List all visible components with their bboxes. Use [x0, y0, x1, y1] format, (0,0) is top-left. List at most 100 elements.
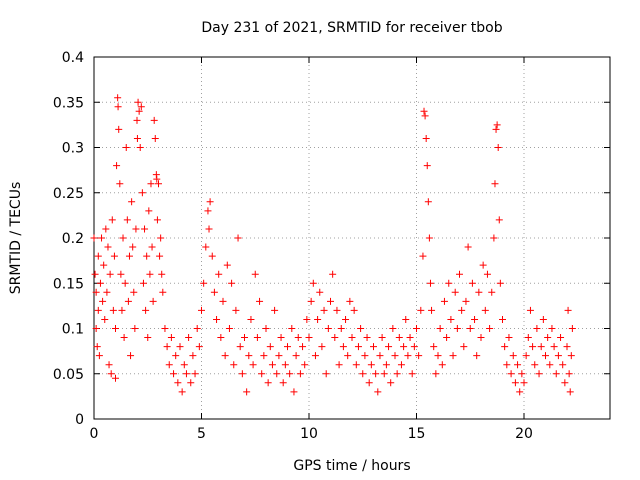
data-point: [120, 334, 128, 342]
data-point: [234, 234, 242, 242]
data-point: [182, 370, 190, 378]
data-point: [268, 361, 276, 369]
data-point: [202, 243, 210, 251]
data-point: [161, 325, 169, 332]
data-point: [102, 225, 110, 233]
data-point: [174, 379, 182, 387]
data-point: [402, 315, 410, 323]
data-point: [365, 379, 373, 387]
data-point: [223, 261, 231, 269]
data-point: [189, 352, 197, 360]
data-point: [415, 352, 423, 360]
data-point: [139, 279, 147, 287]
data-point: [142, 306, 150, 314]
data-point: [156, 252, 164, 260]
data-point: [387, 379, 395, 387]
data-point: [290, 388, 298, 396]
data-point: [370, 343, 377, 351]
data-point: [92, 325, 100, 332]
data-point: [491, 180, 499, 188]
data-point: [151, 134, 159, 142]
data-point: [493, 121, 501, 129]
data-point: [100, 261, 108, 269]
y-tick-label: 0.25: [53, 186, 84, 202]
data-point: [299, 343, 307, 351]
data-point: [262, 325, 270, 332]
data-point: [141, 225, 149, 233]
data-point: [514, 361, 522, 369]
data-point: [339, 343, 347, 351]
data-point: [563, 343, 571, 351]
data-point: [417, 306, 425, 314]
data-point: [382, 361, 390, 369]
data-point: [107, 370, 115, 378]
data-point: [219, 297, 227, 305]
data-point: [271, 306, 279, 314]
y-tick-label: 0.35: [53, 95, 84, 111]
data-point: [134, 98, 142, 106]
data-point: [286, 370, 294, 378]
data-point: [426, 279, 434, 287]
data-point: [419, 252, 427, 260]
data-point: [443, 334, 451, 342]
data-point: [256, 297, 264, 305]
data-point: [104, 243, 112, 251]
data-point: [133, 116, 141, 124]
data-point: [490, 234, 498, 242]
data-point: [307, 297, 315, 305]
data-point: [112, 374, 119, 382]
data-point: [137, 103, 145, 111]
data-point: [447, 315, 455, 323]
data-point: [172, 352, 180, 360]
data-point: [198, 306, 205, 314]
data-point: [367, 361, 375, 369]
data-point: [456, 270, 463, 278]
data-point: [215, 270, 223, 278]
data-point: [153, 175, 161, 183]
data-point: [335, 361, 343, 369]
data-point: [303, 315, 311, 323]
data-point: [539, 315, 547, 323]
y-tick-label: 0.4: [62, 50, 84, 66]
data-point: [277, 334, 285, 342]
data-point: [163, 343, 171, 351]
data-point: [359, 370, 367, 378]
data-point: [481, 306, 489, 314]
data-point: [464, 243, 472, 251]
data-point: [451, 288, 459, 296]
data-point: [422, 134, 430, 142]
data-point: [208, 252, 216, 260]
data-point: [363, 334, 371, 342]
data-point: [479, 261, 487, 269]
data-point: [135, 107, 143, 115]
data-point: [462, 297, 470, 305]
data-point: [425, 234, 433, 242]
data-point: [167, 334, 175, 342]
data-point: [483, 270, 491, 278]
data-point: [185, 334, 193, 342]
data-point: [557, 334, 565, 342]
x-tick-label: 5: [197, 426, 206, 442]
data-point: [544, 334, 552, 342]
data-point: [440, 297, 448, 305]
data-point: [155, 180, 162, 188]
data-point: [143, 252, 151, 260]
data-point: [241, 334, 248, 342]
data-point: [121, 279, 129, 287]
data-point: [566, 388, 574, 396]
data-point: [110, 252, 118, 260]
data-point: [438, 361, 446, 369]
data-point: [361, 352, 369, 360]
data-point: [144, 334, 152, 342]
data-point: [260, 352, 268, 360]
data-point: [249, 361, 257, 369]
data-point: [125, 252, 133, 260]
data-point: [105, 361, 113, 369]
data-point: [159, 288, 167, 296]
data-point: [314, 315, 322, 323]
data-point: [400, 343, 408, 351]
data-point: [397, 361, 405, 369]
data-point: [430, 343, 438, 351]
data-point: [124, 297, 132, 305]
data-point: [468, 279, 476, 287]
